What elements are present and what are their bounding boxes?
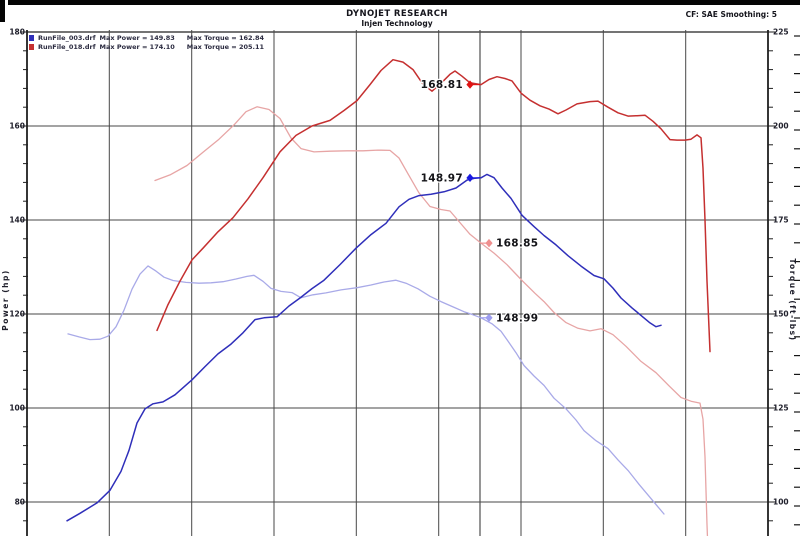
left-tick-label: 140 xyxy=(9,216,25,225)
right-tick-label: 175 xyxy=(773,216,789,225)
legend-swatch-blue xyxy=(29,34,34,41)
marker-diamond xyxy=(485,313,493,322)
right-tick-label: 150 xyxy=(773,310,789,319)
page-subtitle: Injen Technology xyxy=(361,19,433,28)
top-border-bar xyxy=(8,0,800,5)
legend-item-run003: RunFile_003.drf Max Power = 149.83 Max T… xyxy=(29,33,264,42)
marker-diamond xyxy=(485,238,493,248)
power-axis-title: Power (hp) xyxy=(1,269,10,331)
curve-power-018 xyxy=(156,58,711,353)
curve-torque-018 xyxy=(154,106,709,536)
marker-value-label: 168.85 xyxy=(496,238,538,250)
legend-max-power: Max Power = 149.83 xyxy=(99,33,175,42)
legend-file-name: RunFile_003.drf xyxy=(38,33,96,42)
left-tick-label: 120 xyxy=(9,310,25,319)
legend: RunFile_003.drf Max Power = 149.83 Max T… xyxy=(29,33,264,51)
marker-diamond xyxy=(466,173,474,183)
curve-torque-003 xyxy=(67,265,665,515)
marker-value-label: 148.99 xyxy=(496,312,538,324)
right-tick-label: 100 xyxy=(773,498,789,507)
legend-file-name: RunFile_018.drf xyxy=(38,42,96,51)
correction-smoothing-label: CF: SAE Smoothing: 5 xyxy=(685,10,777,19)
left-tick-label: 160 xyxy=(9,122,25,131)
left-tick-label: 80 xyxy=(15,498,25,507)
legend-max-torque: Max Torque = 162.84 xyxy=(186,33,265,42)
marker-value-label: 168.81 xyxy=(421,79,463,91)
left-tick-label: 180 xyxy=(9,28,25,37)
curve-power-003 xyxy=(66,173,662,522)
right-tick-label: 200 xyxy=(773,122,789,131)
right-tick-label: 225 xyxy=(773,28,789,37)
right-tick-label: 125 xyxy=(773,404,789,413)
torque-axis-title: Torque (ft-lbs) xyxy=(788,258,797,341)
legend-max-power: Max Power = 174.10 xyxy=(99,42,175,51)
left-tick-label: 100 xyxy=(9,404,25,413)
left-border-mark xyxy=(0,0,5,22)
marker-value-label: 148.97 xyxy=(421,172,463,184)
marker-diamond xyxy=(466,80,474,89)
legend-max-torque: Max Torque = 205.11 xyxy=(186,42,265,51)
legend-swatch-red xyxy=(29,43,34,50)
legend-item-run018: RunFile_018.drf Max Power = 174.10 Max T… xyxy=(29,42,264,51)
page-title: DYNOJET RESEARCH xyxy=(346,9,448,19)
